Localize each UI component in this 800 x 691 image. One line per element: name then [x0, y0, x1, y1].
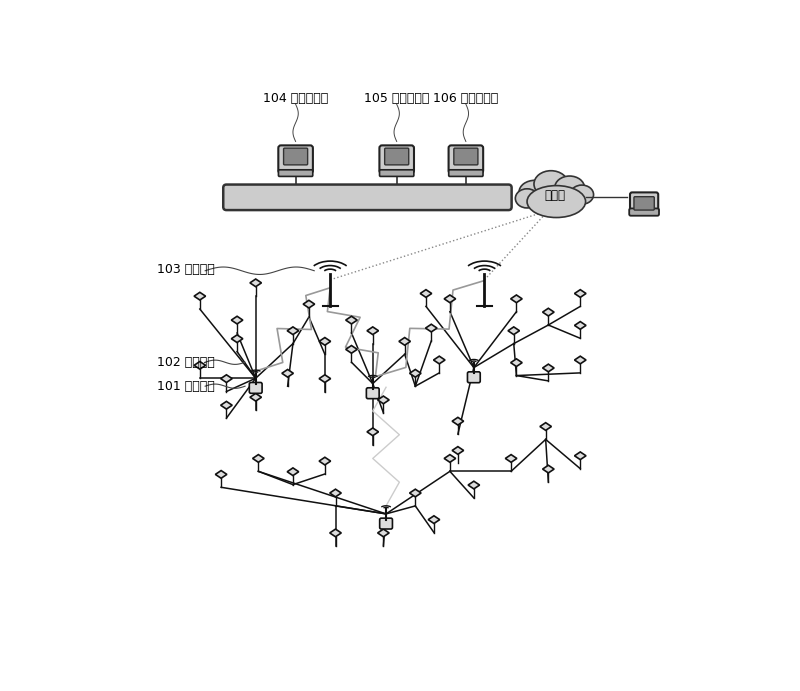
FancyBboxPatch shape: [380, 518, 393, 529]
Polygon shape: [410, 489, 421, 497]
Polygon shape: [319, 337, 330, 346]
FancyBboxPatch shape: [467, 372, 480, 383]
Text: 互联网: 互联网: [544, 189, 566, 202]
Ellipse shape: [534, 171, 568, 198]
Text: 106 控制服务器: 106 控制服务器: [434, 93, 498, 106]
FancyBboxPatch shape: [379, 145, 414, 173]
FancyBboxPatch shape: [449, 170, 483, 176]
Polygon shape: [542, 364, 554, 372]
Polygon shape: [346, 346, 358, 353]
Polygon shape: [574, 290, 586, 297]
Polygon shape: [574, 321, 586, 330]
Text: 103 无线基站: 103 无线基站: [158, 263, 215, 276]
Polygon shape: [250, 393, 262, 401]
Polygon shape: [303, 301, 314, 308]
Polygon shape: [319, 457, 330, 465]
Polygon shape: [510, 359, 522, 366]
Polygon shape: [574, 356, 586, 364]
Polygon shape: [367, 428, 378, 436]
Polygon shape: [378, 396, 389, 404]
FancyBboxPatch shape: [250, 383, 262, 393]
Polygon shape: [287, 468, 298, 475]
FancyBboxPatch shape: [385, 148, 409, 165]
Polygon shape: [253, 455, 264, 462]
Polygon shape: [410, 370, 421, 377]
Polygon shape: [468, 481, 480, 489]
Ellipse shape: [554, 176, 585, 200]
Polygon shape: [330, 489, 342, 497]
Polygon shape: [319, 375, 330, 383]
Polygon shape: [506, 455, 517, 462]
Polygon shape: [452, 417, 464, 425]
Ellipse shape: [570, 185, 594, 205]
Polygon shape: [378, 529, 389, 537]
FancyBboxPatch shape: [634, 197, 654, 210]
Polygon shape: [540, 423, 551, 430]
Polygon shape: [287, 327, 298, 334]
Polygon shape: [542, 465, 554, 473]
Polygon shape: [508, 327, 519, 334]
Polygon shape: [444, 295, 456, 303]
Polygon shape: [426, 324, 437, 332]
Polygon shape: [330, 529, 342, 537]
Text: 101 普通节点: 101 普通节点: [158, 379, 215, 392]
Ellipse shape: [515, 189, 538, 208]
Polygon shape: [194, 361, 206, 369]
Polygon shape: [194, 292, 206, 300]
Text: 104 时间服务器: 104 时间服务器: [263, 93, 328, 106]
Polygon shape: [399, 337, 410, 346]
FancyBboxPatch shape: [223, 184, 512, 210]
FancyBboxPatch shape: [283, 148, 308, 165]
FancyBboxPatch shape: [278, 170, 313, 176]
Polygon shape: [231, 316, 243, 324]
Text: 102 汇聚节点: 102 汇聚节点: [158, 356, 215, 369]
FancyBboxPatch shape: [449, 145, 483, 173]
FancyBboxPatch shape: [278, 145, 313, 173]
Polygon shape: [346, 316, 358, 324]
Polygon shape: [250, 279, 262, 287]
FancyBboxPatch shape: [630, 209, 659, 216]
Polygon shape: [542, 308, 554, 316]
Polygon shape: [510, 295, 522, 303]
Polygon shape: [434, 356, 445, 364]
Polygon shape: [444, 455, 456, 462]
Ellipse shape: [519, 180, 551, 204]
Polygon shape: [282, 370, 294, 377]
Polygon shape: [452, 446, 464, 454]
Polygon shape: [221, 375, 232, 383]
Polygon shape: [221, 401, 232, 409]
FancyBboxPatch shape: [630, 192, 658, 213]
Polygon shape: [215, 471, 227, 478]
FancyBboxPatch shape: [379, 170, 414, 176]
FancyBboxPatch shape: [454, 148, 478, 165]
Polygon shape: [428, 515, 440, 524]
Polygon shape: [367, 327, 378, 334]
Polygon shape: [420, 290, 432, 297]
Ellipse shape: [527, 186, 586, 218]
FancyBboxPatch shape: [366, 388, 379, 399]
Text: 105 数据服务器: 105 数据服务器: [364, 93, 430, 106]
Polygon shape: [574, 452, 586, 460]
Polygon shape: [231, 335, 243, 343]
